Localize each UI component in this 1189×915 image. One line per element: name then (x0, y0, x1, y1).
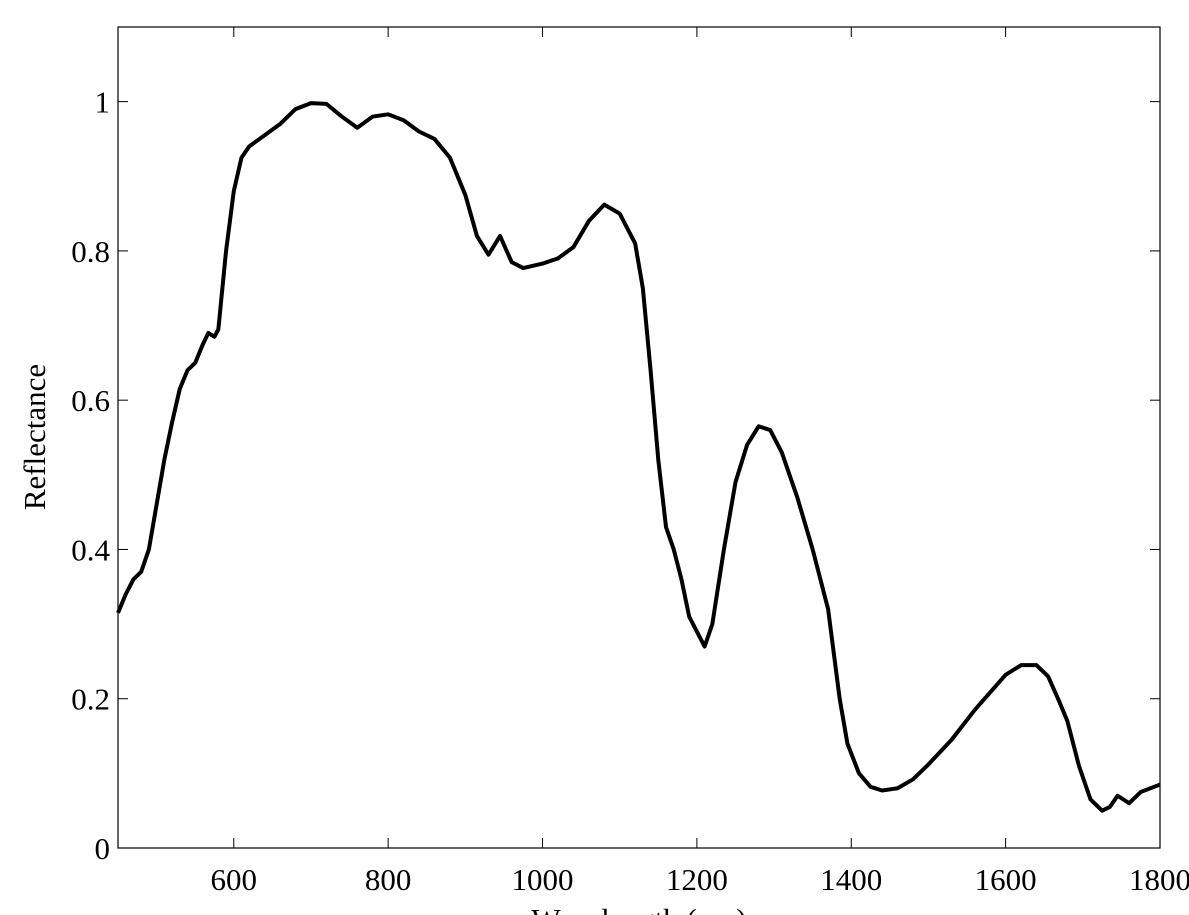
plot-frame (117, 26, 1161, 849)
y-tick-label: 0.2 (71, 682, 110, 717)
x-tick-label: 1200 (666, 862, 728, 897)
y-tick-label: 0 (95, 831, 111, 866)
y-tick-label: 0.6 (71, 383, 110, 418)
x-axis-label: Wavelength (nm) (531, 902, 746, 915)
y-tick-label: 1 (95, 85, 111, 120)
y-tick-label: 0.4 (71, 532, 110, 567)
x-tick-label: 1600 (975, 862, 1037, 897)
x-tick-label: 1000 (512, 862, 574, 897)
x-tick-label: 800 (365, 862, 412, 897)
x-tick-label: 1800 (1129, 862, 1189, 897)
x-tick-label: 600 (211, 862, 258, 897)
x-tick-label: 1400 (820, 862, 882, 897)
y-axis-label: Reflectance (17, 364, 52, 510)
y-tick-label: 0.8 (71, 234, 110, 269)
data-line (116, 101, 1161, 813)
